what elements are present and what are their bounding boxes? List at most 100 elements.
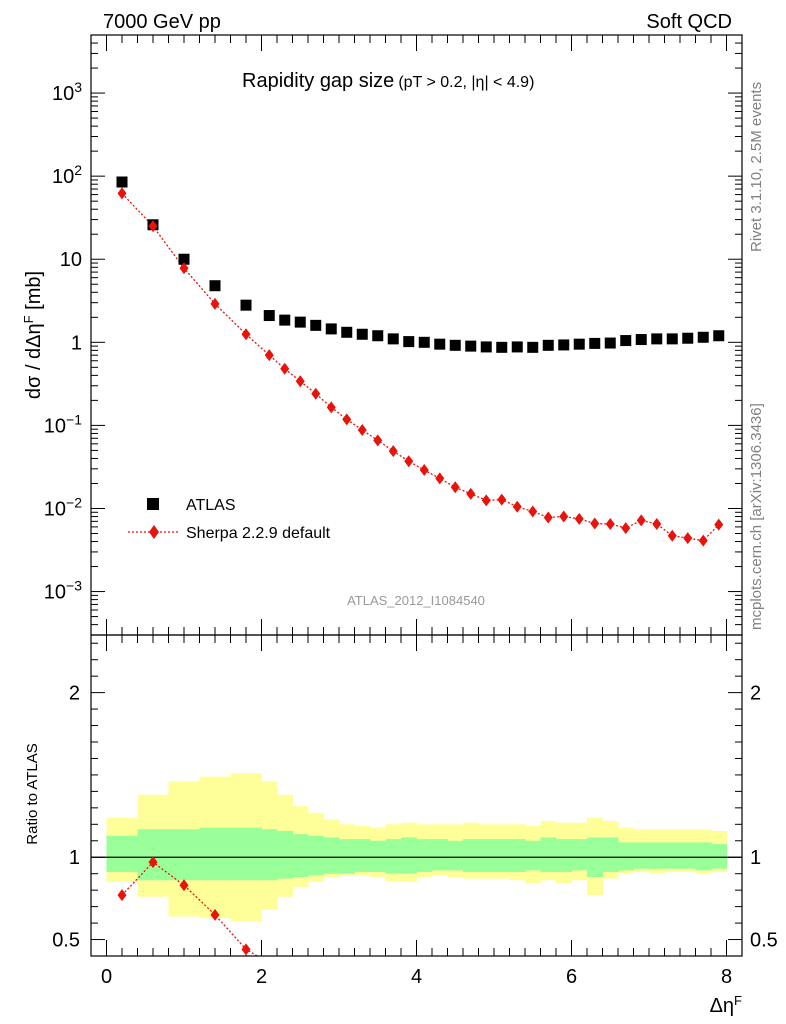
- atlas-point: [573, 338, 585, 350]
- sherpa-point: [388, 445, 398, 458]
- stat-uncertainty-band: [339, 839, 355, 874]
- sherpa-point: [210, 297, 220, 310]
- sherpa-point: [636, 514, 646, 527]
- sherpa-point: [667, 529, 677, 542]
- stat-uncertainty-band: [664, 842, 681, 869]
- stat-uncertainty-band: [463, 839, 479, 873]
- sherpa-point: [605, 518, 615, 531]
- lower-ylabel: Ratio to ATLAS: [24, 743, 41, 844]
- xtick-label: 2: [256, 966, 267, 988]
- ratio-ytick-label-right: 0.5: [750, 930, 778, 952]
- atlas-point: [310, 319, 322, 331]
- sherpa-ratio-point: [179, 879, 189, 892]
- atlas-point: [294, 316, 306, 328]
- stat-uncertainty-band: [556, 839, 572, 873]
- atlas-point: [604, 337, 616, 349]
- atlas-point: [511, 341, 523, 353]
- sherpa-point: [698, 534, 708, 547]
- atlas-point: [589, 337, 601, 349]
- stat-uncertainty-band: [633, 842, 650, 869]
- upper-ytick-label: 103: [52, 79, 82, 105]
- atlas-point: [209, 280, 221, 292]
- atlas-point: [480, 341, 492, 353]
- ratio-ytick-label-right: 2: [750, 683, 761, 705]
- stat-uncertainty-band: [277, 830, 293, 879]
- ratio-ytick-label-right: 1: [750, 847, 761, 869]
- ratio-ytick-label-left: 0.5: [52, 930, 80, 952]
- stat-uncertainty-band: [525, 840, 541, 871]
- sherpa-point: [512, 500, 522, 513]
- atlas-point: [666, 333, 678, 345]
- xtick-label: 0: [101, 966, 112, 988]
- sherpa-point: [590, 517, 600, 530]
- sherpa-ratio-point: [148, 856, 158, 869]
- sherpa-point: [481, 494, 491, 507]
- xlabel: ΔηF: [710, 993, 742, 1018]
- stat-uncertainty-band: [137, 829, 169, 881]
- plot-title-main: Rapidity gap size: [242, 70, 394, 92]
- sherpa-point: [652, 518, 662, 531]
- atlas-point: [542, 339, 554, 351]
- legend-sherpa-marker: [149, 525, 159, 539]
- upper-ytick-label: 10−1: [44, 411, 82, 437]
- sherpa-point: [543, 511, 553, 524]
- stat-uncertainty-band: [106, 835, 138, 873]
- sherpa-point: [466, 487, 476, 500]
- atlas-point: [713, 330, 725, 342]
- sherpa-point: [241, 328, 251, 341]
- sherpa-point: [117, 187, 127, 200]
- atlas-point: [449, 339, 461, 351]
- atlas-point: [356, 328, 368, 340]
- upper-data: [116, 176, 725, 547]
- sherpa-point: [404, 455, 414, 468]
- sherpa-point: [574, 512, 584, 525]
- stat-uncertainty-band: [478, 839, 495, 873]
- atlas-point: [240, 299, 252, 311]
- atlas-point: [635, 334, 647, 346]
- sherpa-point: [280, 362, 290, 375]
- sherpa-point: [295, 375, 305, 388]
- atlas-point: [387, 333, 399, 345]
- rivet-label: Rivet 3.1.10, 2.5M events: [748, 82, 765, 252]
- stat-uncertainty-band: [168, 829, 200, 881]
- stat-uncertainty-band: [711, 844, 727, 869]
- sherpa-point: [683, 532, 693, 545]
- atlas-point: [325, 323, 337, 335]
- ratio-ytick-label-left: 1: [69, 847, 80, 869]
- sherpa-point: [179, 262, 189, 275]
- atlas-point: [620, 335, 632, 347]
- sherpa-point: [497, 493, 507, 506]
- ratio-uncertainty-bands: [91, 773, 742, 922]
- sherpa-point: [559, 510, 569, 523]
- stat-uncertainty-band: [385, 839, 402, 874]
- atlas-point: [558, 339, 570, 351]
- plot-title-cuts: (pT > 0.2, |η| < 4.9): [398, 74, 534, 91]
- lower-data: [117, 856, 259, 956]
- atlas-point: [651, 333, 663, 345]
- sherpa-point: [264, 349, 274, 362]
- legend: ATLAS Sherpa 2.2.9 default: [128, 497, 331, 542]
- sherpa-point: [342, 413, 352, 426]
- ratio-series: [117, 856, 259, 956]
- sherpa-point: [357, 424, 367, 437]
- upper-ytick-label: 10−3: [44, 578, 82, 604]
- stat-uncertainty-band: [370, 840, 386, 873]
- xtick-label: 8: [721, 966, 732, 988]
- sherpa-point: [435, 472, 445, 485]
- atlas-point: [527, 341, 539, 353]
- stat-uncertainty-band: [261, 829, 278, 881]
- stat-uncertainty-band: [354, 839, 371, 873]
- atlas-point: [682, 332, 694, 344]
- plot-title: Rapidity gap size (pT > 0.2, |η| < 4.9): [242, 70, 534, 92]
- stat-uncertainty-band: [416, 839, 433, 873]
- lower-axis: 0 2 4 6 8 0.5 0.5 1 1 2 2: [52, 35, 778, 988]
- stat-uncertainty-band: [618, 842, 634, 871]
- sherpa-point: [373, 434, 383, 447]
- legend-sherpa-label: Sherpa 2.2.9 default: [186, 525, 331, 542]
- header-process: Soft QCD: [646, 11, 732, 33]
- lower-frame: [90, 634, 743, 957]
- sherpa-point: [419, 464, 429, 477]
- sherpa-point: [621, 522, 631, 535]
- atlas-point: [403, 336, 415, 348]
- stat-uncertainty-band: [447, 840, 464, 871]
